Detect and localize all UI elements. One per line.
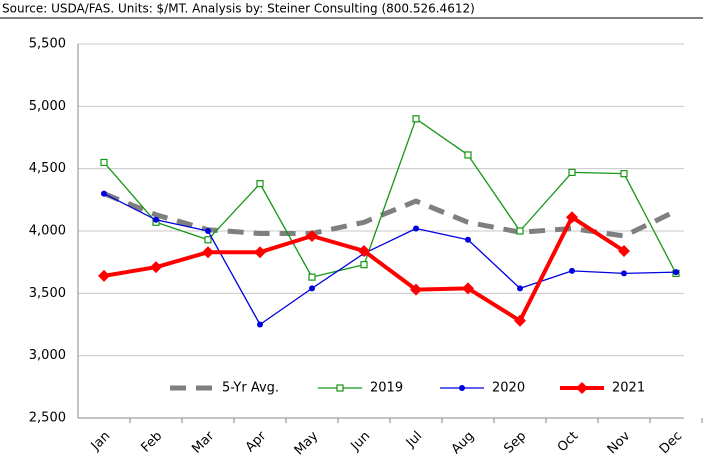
point (516, 227, 524, 235)
point (336, 384, 344, 392)
point (620, 170, 628, 178)
x-tick-label: May (292, 428, 322, 458)
x-tick-label: Aug (449, 429, 478, 458)
point (462, 282, 474, 295)
x-tick-label: Feb (138, 429, 165, 456)
series-line (103, 118, 677, 278)
point (308, 273, 316, 281)
point (459, 385, 465, 391)
point (150, 261, 162, 274)
series-line (103, 215, 626, 323)
point (153, 216, 159, 223)
chart-subtitle: Source: USDA/FAS. Units: $/MT. Analysis … (2, 2, 475, 16)
point (204, 236, 212, 244)
y-tick-label: 3,500 (29, 286, 66, 301)
point (256, 180, 264, 188)
point (360, 261, 368, 269)
point (465, 236, 471, 243)
x-tick-label: Mar (189, 428, 217, 456)
point (566, 211, 578, 224)
x-tick-label: Sep (501, 429, 529, 457)
y-tick-label: 5,500 (29, 37, 66, 52)
series-line (103, 191, 678, 239)
legend-label: 2020 (492, 381, 525, 396)
y-tick-label: 4,500 (29, 161, 66, 176)
point (205, 228, 211, 234)
point (358, 244, 370, 257)
point (514, 314, 526, 327)
legend-label: 5-Yr Avg. (222, 381, 279, 396)
x-tick-label: Jun (348, 429, 374, 455)
y-tick-label: 2,500 (29, 411, 66, 426)
point (309, 285, 315, 292)
y-tick-label: 4,000 (29, 224, 66, 239)
point (101, 190, 107, 197)
point (306, 229, 318, 242)
point (576, 382, 588, 394)
x-tick-label: Dec (657, 429, 685, 457)
point (410, 283, 422, 296)
point (517, 285, 523, 292)
point (569, 267, 575, 274)
point (621, 270, 627, 277)
point (254, 246, 266, 259)
x-tick-label: Jan (88, 429, 113, 454)
x-tick-label: Nov (605, 428, 634, 457)
point (257, 321, 263, 328)
legend-label: 2019 (370, 381, 403, 396)
point (568, 168, 576, 177)
x-tick-label: Jul (403, 429, 425, 451)
point (98, 269, 110, 282)
legend-label: 2021 (612, 381, 645, 396)
x-tick-label: Apr (243, 428, 270, 455)
y-tick-label: 3,000 (29, 348, 66, 363)
point (202, 246, 214, 259)
y-tick-label: 5,000 (29, 99, 66, 114)
x-tick-label: Oct (555, 429, 582, 456)
point (464, 151, 472, 159)
point (100, 158, 108, 167)
point (413, 225, 419, 232)
series-line (103, 193, 677, 326)
point (618, 244, 630, 257)
point (673, 269, 679, 276)
point (412, 115, 420, 123)
